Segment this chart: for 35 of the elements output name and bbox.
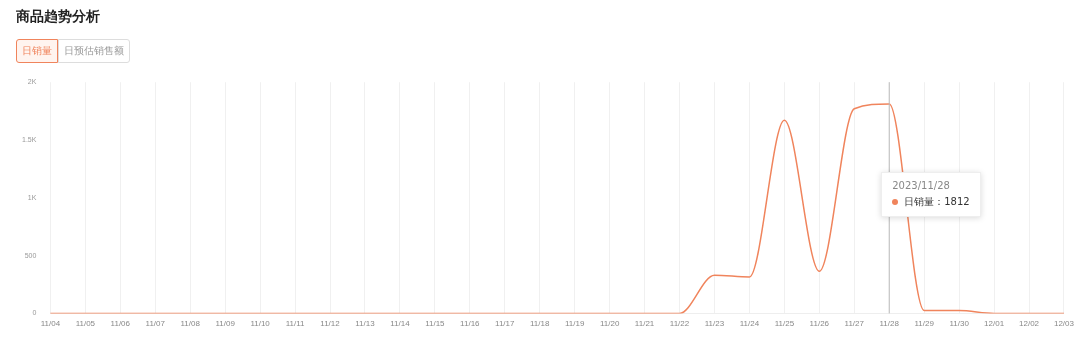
x-tick-label: 11/09 xyxy=(215,319,236,329)
x-tick-label: 11/08 xyxy=(180,319,201,329)
x-tick-label: 12/03 xyxy=(1053,319,1075,329)
x-tick-label: 11/16 xyxy=(460,319,481,329)
x-tick-label: 11/30 xyxy=(949,319,970,329)
x-tick-label: 11/06 xyxy=(110,319,131,329)
x-tick-label: 11/11 xyxy=(285,319,306,329)
x-tick-label: 11/14 xyxy=(390,319,411,329)
x-tick-label: 11/21 xyxy=(634,319,655,329)
x-tick-label: 11/18 xyxy=(530,319,550,329)
x-tick-label: 11/27 xyxy=(844,319,865,329)
x-tick-label: 11/24 xyxy=(739,319,760,329)
x-tick-label: 11/17 xyxy=(495,319,516,329)
text: 日预估销售额 xyxy=(58,39,130,63)
x-tick-label: 11/22 xyxy=(669,319,690,329)
x-tick-label: 12/02 xyxy=(1019,319,1040,329)
x-tick-label: 11/15 xyxy=(425,319,446,329)
x-tick-label: 11/26 xyxy=(809,319,830,329)
x-tick-label: 11/20 xyxy=(599,319,620,329)
x-tick-label: 11/04 xyxy=(40,319,61,329)
annotation: 日销量：1812 xyxy=(904,195,970,210)
x-tick-label: 11/10 xyxy=(250,319,271,329)
x-tick-label: 11/07 xyxy=(145,319,166,329)
annotation: 2023/11/28 xyxy=(892,180,951,192)
x-tick-label: 11/23 xyxy=(704,319,725,329)
x-tick-label: 12/01 xyxy=(984,319,1005,329)
text: 日销量 xyxy=(16,39,58,63)
x-tick-label: 11/25 xyxy=(774,319,795,329)
x-tick-label: 11/29 xyxy=(914,319,935,329)
x-tick-label: 11/19 xyxy=(564,319,585,329)
x-tick-label: 11/12 xyxy=(320,319,341,329)
x-tick-label: 11/13 xyxy=(355,319,376,329)
x-tick-label: 11/05 xyxy=(75,319,96,329)
x-tick-label: 11/28 xyxy=(879,319,900,329)
chart-title: 商品趋势分析 xyxy=(16,8,100,26)
